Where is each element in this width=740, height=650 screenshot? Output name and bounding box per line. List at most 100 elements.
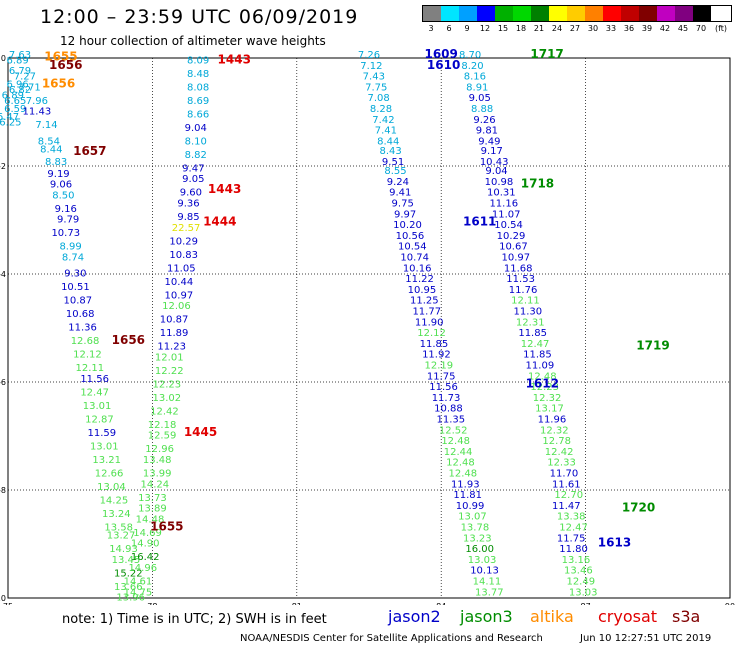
wave-height-value: 13.78 (461, 523, 490, 534)
wave-height-value: 9.04 (485, 166, 507, 177)
wave-height-value: 10.43 (480, 157, 509, 168)
wave-height-value: 13.24 (102, 509, 131, 520)
wave-height-value: 6.89 (2, 91, 24, 102)
x-tick-label: 84 (436, 602, 446, 605)
legend-swatch (477, 6, 495, 21)
legend-swatch (531, 6, 549, 21)
pass-time-label: 1612 (526, 376, 559, 390)
wave-height-value: 13.58 (104, 523, 133, 534)
wave-height-value: 11.56 (80, 374, 109, 385)
wave-height-value: 10.99 (456, 501, 485, 512)
wave-height-value: 9.06 (50, 180, 72, 191)
wave-height-value: 10.87 (63, 296, 92, 307)
wave-height-value: 11.16 (489, 199, 518, 210)
wave-height-value: 9.97 (394, 209, 416, 220)
x-tick-label: 87 (581, 602, 591, 605)
wave-height-value: 12.32 (540, 425, 569, 436)
wave-height-value: 9.36 (177, 199, 199, 210)
legend-level-label: 27 (569, 24, 581, 33)
wave-height-value: 12.12 (417, 328, 446, 339)
wave-height-value: 13.03 (569, 587, 598, 598)
wave-height-value: 11.75 (427, 371, 456, 382)
legend-level-label: 39 (641, 24, 653, 33)
wave-height-value: 8.91 (466, 82, 488, 93)
wave-height-value: 13.01 (83, 401, 112, 412)
wave-height-value: 11.85 (518, 328, 547, 339)
wave-height-value: 9.60 (180, 188, 202, 199)
wave-height-value: 10.51 (61, 282, 90, 293)
wave-height-value: 13.01 (90, 442, 119, 453)
wave-height-value: 10.16 (403, 263, 432, 274)
wave-height-value: 16.42 (131, 552, 160, 563)
pass-time-label: 1719 (636, 339, 669, 353)
wave-height-value: 10.29 (169, 236, 198, 247)
legend-level-label: 24 (551, 24, 563, 33)
y-tick-label: -2 (0, 162, 6, 171)
y-tick-label: -8 (0, 486, 6, 495)
wave-height-value: 10.83 (169, 250, 198, 261)
wave-height-value: 10.20 (393, 220, 422, 231)
wave-height-value: 14.96 (128, 563, 157, 574)
wave-height-value: 12.22 (155, 366, 184, 377)
altimeter-map: 7578818487900-2-4-6-8-107.636.896.797.27… (0, 47, 735, 605)
wave-height-value: 8.44 (377, 136, 399, 147)
wave-height-value: 8.50 (52, 190, 74, 201)
wave-height-value: 12.78 (542, 436, 571, 447)
wave-height-value: 6.65 (4, 96, 26, 107)
wave-height-value: 15.22 (114, 568, 143, 579)
wave-height-value: 11.59 (88, 428, 117, 439)
x-tick-label: 81 (292, 602, 302, 605)
wave-height-value: 10.13 (470, 566, 499, 577)
wave-height-value: 11.23 (157, 342, 186, 353)
wave-height-value: 11.80 (559, 544, 588, 555)
wave-height-value: 13.96 (116, 593, 145, 604)
wave-height-value: 11.36 (68, 323, 97, 334)
y-tick-label: -6 (0, 378, 6, 387)
wave-height-value: 13.21 (92, 455, 121, 466)
wave-height-value: 13.38 (557, 512, 586, 523)
wave-height-value: 10.98 (485, 177, 514, 188)
legend-swatch (603, 6, 621, 21)
x-tick-label: 78 (147, 602, 157, 605)
legend-jason2: jason2 (388, 607, 441, 626)
wave-height-value: 7.12 (360, 61, 382, 72)
legend-swatch (459, 6, 477, 21)
pass-time-label: 1610 (427, 58, 460, 72)
wave-height-value: 9.26 (473, 115, 495, 126)
pass-time-label: 1445 (184, 425, 217, 439)
legend-level-label: 12 (479, 24, 491, 33)
wave-height-value: 14.90 (131, 539, 160, 550)
wave-height-value: 12.48 (449, 469, 478, 480)
wave-height-value: 10.97 (165, 290, 194, 301)
wave-height-value: 13.77 (475, 587, 504, 598)
wave-height-value: 8.74 (62, 253, 84, 264)
wave-height-value: 8.54 (38, 136, 60, 147)
wave-height-value: 8.82 (185, 150, 207, 161)
legend-swatch (621, 6, 639, 21)
wave-height-value: 11.77 (412, 307, 441, 318)
wave-height-value: 12.44 (444, 447, 473, 458)
legend-level-label: 18 (515, 24, 527, 33)
wave-height-value: 14.93 (109, 544, 138, 555)
wave-height-value: 13.04 (97, 482, 126, 493)
wave-height-value: 7.63 (9, 50, 31, 61)
wave-height-value: 8.55 (384, 166, 406, 177)
wave-height-value: 14.11 (473, 577, 502, 588)
wave-height-value: 10.67 (499, 242, 528, 253)
wave-height-value: 6.59 (4, 104, 26, 115)
wave-height-value: 22.57 (172, 223, 201, 234)
wave-height-value: 12.23 (153, 379, 182, 390)
pass-time-label: 1443 (208, 182, 241, 196)
wave-height-value: 11.05 (167, 263, 196, 274)
wave-height-value: 12.23 (530, 382, 559, 393)
wave-height-value: 6.25 (0, 118, 22, 129)
wave-height-value: 12.12 (73, 350, 102, 361)
wave-height-value: 13.17 (535, 404, 564, 415)
wave-height-value: 11.07 (492, 209, 521, 220)
wave-height-value: 12.32 (533, 393, 562, 404)
x-tick-label: 75 (3, 602, 13, 605)
wave-height-value: 11.22 (405, 274, 434, 285)
legend-level-label: 21 (533, 24, 545, 33)
pass-time-label: 1656 (42, 77, 75, 91)
wave-height-value: 11.90 (415, 317, 444, 328)
